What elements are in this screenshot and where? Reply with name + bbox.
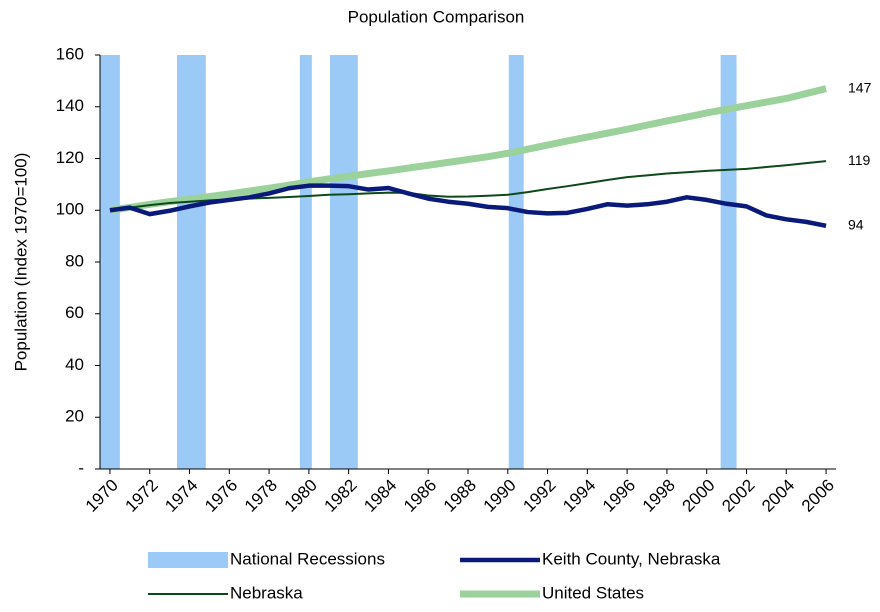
- x-tick-label: 1996: [599, 476, 639, 516]
- legend-label: United States: [542, 583, 644, 602]
- end-label: 119: [848, 152, 871, 168]
- x-tick-label: 1972: [122, 476, 162, 516]
- end-label: 147: [848, 79, 872, 95]
- y-tick-label: 60: [65, 303, 84, 322]
- recession-bar: [299, 55, 312, 469]
- x-tick-label: 1992: [519, 476, 559, 516]
- x-tick-label: 1984: [360, 476, 400, 516]
- x-tick-label: 1998: [639, 476, 679, 516]
- y-tick-label: 20: [65, 407, 84, 426]
- x-tick-label: 1986: [400, 476, 440, 516]
- legend-label: National Recessions: [230, 549, 385, 568]
- x-tick-label: 2000: [679, 476, 719, 516]
- x-tick-label: 1994: [559, 476, 599, 516]
- y-tick-label: 160: [56, 44, 84, 63]
- series-line: [109, 183, 827, 228]
- y-tick-label: -: [78, 458, 84, 477]
- x-tick-label: 1980: [281, 476, 321, 516]
- x-tick-label: 1988: [440, 476, 480, 516]
- x-tick-label: 1976: [201, 476, 241, 516]
- recession-bar: [508, 55, 524, 469]
- legend-label: Nebraska: [230, 583, 303, 602]
- y-tick-label: 120: [56, 148, 84, 167]
- y-tick-label: 140: [56, 96, 84, 115]
- y-tick-label: 40: [65, 355, 84, 374]
- recession-bar: [100, 55, 120, 469]
- end-label: 94: [848, 216, 864, 232]
- x-tick-label: 2004: [758, 476, 798, 516]
- chart-title: Population Comparison: [348, 7, 525, 26]
- recession-bar: [720, 55, 737, 469]
- x-tick-label: 1974: [161, 476, 201, 516]
- recession-bar: [176, 55, 206, 469]
- x-tick-label: 2006: [798, 476, 838, 516]
- x-tick-label: 1990: [480, 476, 520, 516]
- x-tick-label: 1970: [82, 476, 122, 516]
- legend-label: Keith County, Nebraska: [542, 549, 721, 568]
- x-tick-label: 1982: [320, 476, 360, 516]
- y-tick-label: 80: [65, 251, 84, 270]
- legend-swatch: [148, 552, 228, 568]
- x-tick-label: 2002: [718, 476, 758, 516]
- x-tick-label: 1978: [241, 476, 281, 516]
- y-axis-label: Population (Index 1970=100): [11, 153, 30, 372]
- series-line: [109, 85, 827, 214]
- recession-bar: [329, 55, 358, 469]
- y-tick-label: 100: [56, 200, 84, 219]
